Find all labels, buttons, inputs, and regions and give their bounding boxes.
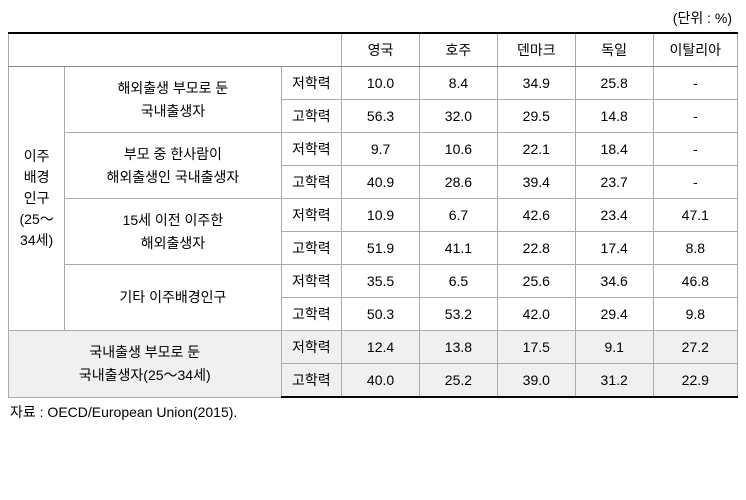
header-blank bbox=[9, 33, 342, 67]
col-country-4: 이탈리아 bbox=[653, 33, 737, 67]
cell: 40.0 bbox=[342, 364, 420, 398]
col-country-3: 독일 bbox=[575, 33, 653, 67]
cell: 35.5 bbox=[342, 265, 420, 298]
unit-label: (단위 : %) bbox=[8, 8, 738, 28]
cell: - bbox=[653, 133, 737, 166]
cell: 22.8 bbox=[497, 232, 575, 265]
cell: 8.8 bbox=[653, 232, 737, 265]
cell: 22.1 bbox=[497, 133, 575, 166]
cell: 29.5 bbox=[497, 100, 575, 133]
cell: 14.8 bbox=[575, 100, 653, 133]
col-country-1: 호주 bbox=[419, 33, 497, 67]
group-label-1: 부모 중 한사람이 해외출생인 국내출생자 bbox=[65, 133, 281, 199]
cell: 47.1 bbox=[653, 199, 737, 232]
cell: - bbox=[653, 166, 737, 199]
edu-low: 저학력 bbox=[281, 199, 342, 232]
cell: 9.7 bbox=[342, 133, 420, 166]
cell: 31.2 bbox=[575, 364, 653, 398]
cell: 10.9 bbox=[342, 199, 420, 232]
cell: 41.1 bbox=[419, 232, 497, 265]
cell: 13.8 bbox=[419, 331, 497, 364]
table-row-highlight: 국내출생 부모로 둔 국내출생자(25～34세) 저학력 12.4 13.8 1… bbox=[9, 331, 738, 364]
cell: 10.6 bbox=[419, 133, 497, 166]
cell: 51.9 bbox=[342, 232, 420, 265]
cell: 42.6 bbox=[497, 199, 575, 232]
cell: 25.6 bbox=[497, 265, 575, 298]
cell: 6.7 bbox=[419, 199, 497, 232]
table-row: 이주 배경 인구 (25～ 34세) 해외출생 부모로 둔 국내출생자 저학력 … bbox=[9, 67, 738, 100]
cell: 22.9 bbox=[653, 364, 737, 398]
cell: 39.4 bbox=[497, 166, 575, 199]
cell: 9.1 bbox=[575, 331, 653, 364]
cell: 8.4 bbox=[419, 67, 497, 100]
data-table: 영국 호주 덴마크 독일 이탈리아 이주 배경 인구 (25～ 34세) 해외출… bbox=[8, 32, 738, 398]
cell: - bbox=[653, 100, 737, 133]
edu-high: 고학력 bbox=[281, 364, 342, 398]
cell: 42.0 bbox=[497, 298, 575, 331]
edu-low: 저학력 bbox=[281, 133, 342, 166]
edu-high: 고학력 bbox=[281, 232, 342, 265]
cell: 50.3 bbox=[342, 298, 420, 331]
group-label-3: 기타 이주배경인구 bbox=[65, 265, 281, 331]
cell: 25.8 bbox=[575, 67, 653, 100]
cell: 53.2 bbox=[419, 298, 497, 331]
table-row: 부모 중 한사람이 해외출생인 국내출생자 저학력 9.7 10.6 22.1 … bbox=[9, 133, 738, 166]
cell: 27.2 bbox=[653, 331, 737, 364]
cell: 34.6 bbox=[575, 265, 653, 298]
bottom-group-label: 국내출생 부모로 둔 국내출생자(25～34세) bbox=[9, 331, 282, 398]
edu-low: 저학력 bbox=[281, 331, 342, 364]
cell: 25.2 bbox=[419, 364, 497, 398]
row-header-vertical: 이주 배경 인구 (25～ 34세) bbox=[9, 67, 65, 331]
cell: 34.9 bbox=[497, 67, 575, 100]
cell: 6.5 bbox=[419, 265, 497, 298]
group-label-0: 해외출생 부모로 둔 국내출생자 bbox=[65, 67, 281, 133]
cell: 56.3 bbox=[342, 100, 420, 133]
cell: 32.0 bbox=[419, 100, 497, 133]
cell: 28.6 bbox=[419, 166, 497, 199]
cell: 17.4 bbox=[575, 232, 653, 265]
cell: - bbox=[653, 67, 737, 100]
cell: 12.4 bbox=[342, 331, 420, 364]
col-country-2: 덴마크 bbox=[497, 33, 575, 67]
cell: 46.8 bbox=[653, 265, 737, 298]
edu-high: 고학력 bbox=[281, 100, 342, 133]
table-row: 15세 이전 이주한 해외출생자 저학력 10.9 6.7 42.6 23.4 … bbox=[9, 199, 738, 232]
edu-high: 고학력 bbox=[281, 166, 342, 199]
group-label-2: 15세 이전 이주한 해외출생자 bbox=[65, 199, 281, 265]
edu-low: 저학력 bbox=[281, 67, 342, 100]
cell: 39.0 bbox=[497, 364, 575, 398]
cell: 18.4 bbox=[575, 133, 653, 166]
col-country-0: 영국 bbox=[342, 33, 420, 67]
table-row: 기타 이주배경인구 저학력 35.5 6.5 25.6 34.6 46.8 bbox=[9, 265, 738, 298]
cell: 23.4 bbox=[575, 199, 653, 232]
cell: 40.9 bbox=[342, 166, 420, 199]
edu-high: 고학력 bbox=[281, 298, 342, 331]
edu-low: 저학력 bbox=[281, 265, 342, 298]
cell: 29.4 bbox=[575, 298, 653, 331]
source-label: 자료 : OECD/European Union(2015). bbox=[8, 402, 738, 422]
cell: 9.8 bbox=[653, 298, 737, 331]
cell: 17.5 bbox=[497, 331, 575, 364]
cell: 10.0 bbox=[342, 67, 420, 100]
cell: 23.7 bbox=[575, 166, 653, 199]
